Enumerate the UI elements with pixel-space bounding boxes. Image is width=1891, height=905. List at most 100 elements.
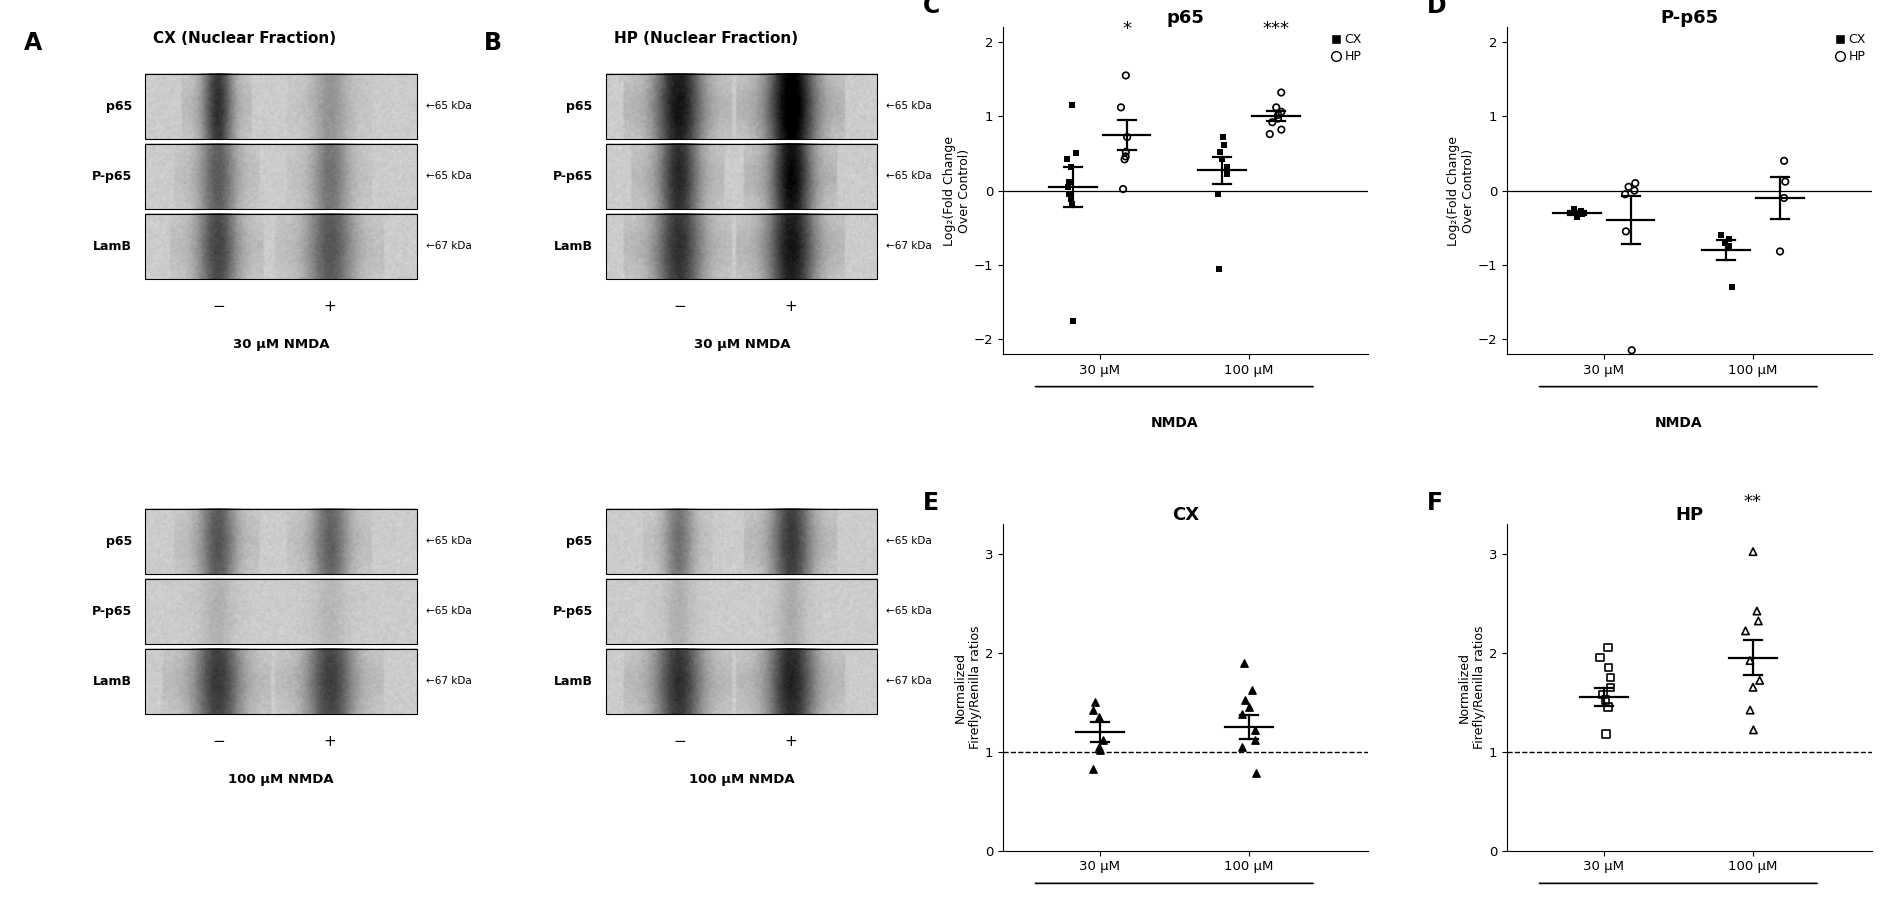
Point [1742, 604, 1772, 618]
Point [1613, 179, 1643, 194]
Text: LamB: LamB [93, 240, 132, 252]
Text: p65: p65 [567, 535, 592, 548]
Point [1592, 700, 1622, 714]
Point [1254, 127, 1284, 141]
Point [1717, 280, 1747, 294]
Text: −: − [212, 299, 225, 314]
Point [1227, 707, 1258, 721]
Text: p65: p65 [567, 100, 592, 113]
Text: *: * [1121, 20, 1131, 38]
Text: E: E [923, 491, 938, 515]
Bar [146, 144, 416, 209]
Point [1108, 182, 1138, 196]
Bar [607, 74, 877, 139]
Text: p65: p65 [106, 100, 132, 113]
Text: LamB: LamB [93, 675, 132, 688]
Point [1055, 159, 1085, 174]
Text: LamB: LamB [554, 240, 592, 252]
Bar [146, 74, 416, 139]
Title: CX: CX [1172, 506, 1199, 524]
Text: 100 μM NMDA: 100 μM NMDA [688, 773, 794, 786]
Point [1061, 147, 1091, 161]
Text: −: − [673, 299, 686, 314]
Bar [607, 509, 877, 574]
Point [1106, 100, 1136, 115]
Title: P-p65: P-p65 [1660, 9, 1719, 27]
Point [1568, 207, 1598, 222]
Legend: CX, HP: CX, HP [1331, 33, 1362, 63]
Text: P-p65: P-p65 [91, 170, 132, 183]
Point [1596, 680, 1626, 694]
Text: ←65 kDa: ←65 kDa [887, 606, 932, 616]
Text: **: ** [1744, 493, 1762, 510]
Text: 30 μM NMDA: 30 μM NMDA [694, 338, 790, 351]
Bar [146, 579, 416, 644]
Text: −: − [673, 734, 686, 749]
Bar [607, 214, 877, 279]
Point [1713, 239, 1744, 253]
Text: P-p65: P-p65 [91, 605, 132, 618]
Point [1267, 85, 1297, 100]
Text: ←65 kDa: ←65 kDa [887, 537, 932, 547]
Point [1084, 710, 1114, 724]
Point [1051, 152, 1082, 167]
Point [1736, 703, 1766, 718]
Point [1229, 655, 1259, 670]
Legend: CX, HP: CX, HP [1834, 33, 1866, 63]
Text: +: + [323, 734, 337, 749]
Point [1258, 115, 1288, 129]
Y-axis label: Log₂(Fold Change
Over Control): Log₂(Fold Change Over Control) [1447, 136, 1475, 245]
Text: ←67 kDa: ←67 kDa [887, 676, 932, 686]
Point [1744, 614, 1774, 628]
Point [1588, 687, 1619, 701]
Text: ←67 kDa: ←67 kDa [425, 676, 471, 686]
Point [1053, 179, 1084, 194]
Point [1053, 187, 1084, 202]
Text: ←65 kDa: ←65 kDa [887, 101, 932, 111]
Point [1059, 313, 1089, 328]
Point [1621, 176, 1651, 190]
Text: F: F [1426, 491, 1443, 515]
Bar [146, 509, 416, 574]
Text: P-p65: P-p65 [552, 170, 592, 183]
Point [1055, 192, 1085, 206]
Text: D: D [1426, 0, 1447, 18]
Text: ←65 kDa: ←65 kDa [425, 171, 471, 181]
Point [1562, 209, 1592, 224]
Text: ***: *** [1261, 20, 1290, 38]
Point [1261, 100, 1292, 115]
Y-axis label: Normalized
Firefly/Renilla ratios: Normalized Firefly/Renilla ratios [953, 625, 981, 749]
Point [1768, 191, 1798, 205]
Point [1110, 152, 1140, 167]
Point [1210, 138, 1240, 152]
Text: 30 μM NMDA: 30 μM NMDA [233, 338, 329, 351]
Y-axis label: Log₂(Fold Change
Over Control): Log₂(Fold Change Over Control) [944, 136, 970, 245]
Point [1715, 232, 1745, 246]
Point [1590, 693, 1621, 708]
Point [1730, 624, 1761, 638]
Point [1087, 732, 1118, 747]
Point [1110, 145, 1140, 159]
Point [1558, 205, 1588, 220]
Point [1596, 671, 1626, 685]
Point [1566, 205, 1596, 219]
Bar [146, 649, 416, 714]
Point [1110, 68, 1140, 82]
Text: −: − [212, 734, 225, 749]
Point [1212, 159, 1242, 174]
Point [1619, 184, 1649, 198]
Text: NMDA: NMDA [1150, 416, 1199, 430]
Text: +: + [785, 299, 796, 314]
Text: ←65 kDa: ←65 kDa [887, 171, 932, 181]
Point [1263, 108, 1293, 122]
Point [1592, 641, 1622, 655]
Point [1208, 129, 1239, 144]
Point [1267, 105, 1297, 119]
Point [1110, 149, 1140, 164]
Title: p65: p65 [1167, 9, 1205, 27]
Point [1745, 673, 1776, 688]
Point [1057, 196, 1087, 211]
Point [1738, 680, 1768, 694]
Text: p65: p65 [106, 535, 132, 548]
Text: ←67 kDa: ←67 kDa [887, 242, 932, 252]
